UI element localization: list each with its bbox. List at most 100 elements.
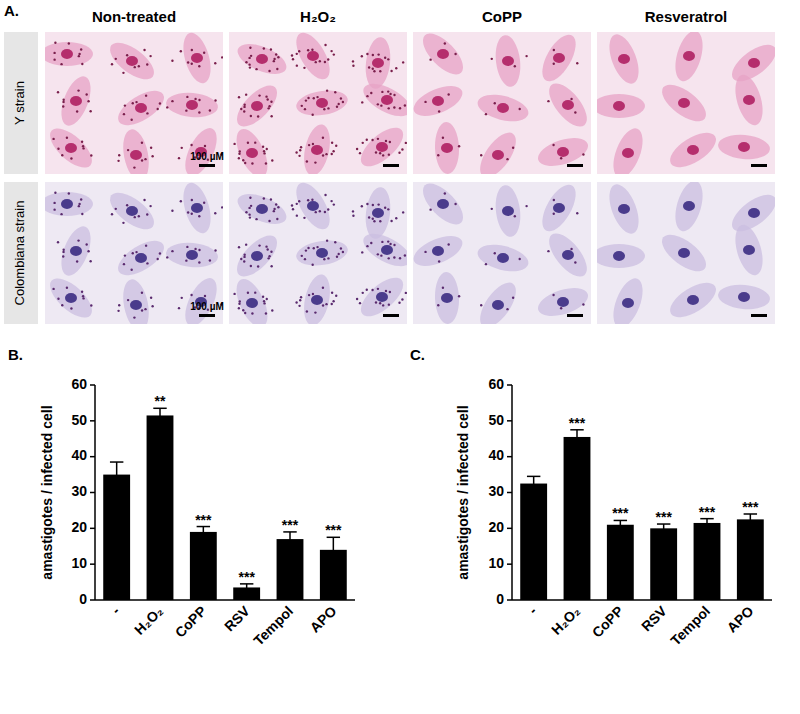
y-tick-label: 0 (496, 591, 504, 607)
x-tick-label: Tempol (667, 603, 713, 649)
y-tick (90, 492, 95, 494)
row-label: Colombiana strain (12, 201, 27, 306)
amastigote (166, 106, 168, 108)
nucleus (432, 96, 444, 106)
amastigote (405, 142, 407, 144)
error-bar (110, 462, 123, 487)
host-cell (416, 182, 469, 231)
amastigote (298, 50, 300, 52)
amastigote (273, 210, 275, 212)
amastigote (198, 99, 200, 101)
host-cell (730, 72, 767, 129)
nucleus (191, 203, 203, 213)
nucleus (687, 295, 699, 305)
amastigote (141, 309, 143, 311)
host-cell (603, 32, 644, 88)
amastigote (62, 105, 64, 107)
amastigote (198, 215, 200, 217)
host-cell (542, 227, 591, 283)
amastigote (251, 312, 253, 314)
amastigote (381, 241, 383, 243)
amastigote (249, 216, 251, 218)
amastigote (221, 206, 223, 208)
nucleus (126, 56, 138, 66)
micrograph (413, 32, 591, 174)
nucleus (70, 96, 82, 106)
x-tick-label: - (108, 603, 123, 618)
amastigote (203, 202, 205, 204)
amastigote (263, 300, 265, 302)
amastigote (299, 299, 301, 301)
error-stem (750, 514, 752, 525)
amastigote (494, 102, 496, 104)
x-tick-label: H₂O₂ (131, 603, 166, 638)
host-cell (290, 32, 337, 85)
amastigote (307, 199, 309, 201)
amastigote (303, 67, 305, 69)
host-cell (670, 182, 707, 234)
x-axis (512, 599, 772, 601)
host-cell (355, 271, 407, 323)
host-cell (416, 32, 469, 81)
amastigote (485, 113, 487, 115)
bar (103, 475, 130, 600)
host-cell (119, 277, 152, 324)
amastigote (204, 145, 206, 147)
amastigote (424, 101, 426, 103)
amastigote (315, 61, 317, 63)
amastigote (395, 217, 397, 219)
amastigote (270, 115, 272, 117)
amastigote (187, 61, 189, 63)
amastigote (296, 203, 298, 205)
amastigote (327, 107, 329, 109)
nucleus (441, 143, 453, 153)
amastigote (393, 244, 395, 246)
host-cell (104, 36, 160, 86)
amastigote (324, 61, 326, 63)
amastigote (337, 103, 339, 105)
host-cell (493, 184, 523, 239)
significance: *** (195, 512, 212, 528)
host-cell (475, 240, 531, 276)
amastigote (277, 56, 279, 58)
amastigote (319, 210, 321, 212)
host-cell (603, 182, 644, 238)
nucleus (743, 245, 755, 255)
amastigote (301, 255, 303, 257)
amastigote (307, 49, 309, 51)
host-cell (230, 124, 274, 174)
amastigote (118, 154, 120, 156)
amastigote (209, 259, 211, 261)
nucleus (307, 201, 319, 211)
amastigote (151, 305, 153, 307)
nucleus (553, 53, 565, 63)
amastigote (553, 199, 555, 201)
amastigote (181, 147, 183, 149)
amastigote (238, 302, 240, 304)
amastigote (326, 239, 328, 241)
host-cell (55, 222, 96, 279)
amastigote (243, 103, 245, 105)
amastigote (444, 42, 446, 44)
amastigote (295, 151, 297, 153)
amastigote (265, 312, 267, 314)
scale-bar (567, 164, 583, 167)
amastigote (267, 257, 269, 259)
amastigote (388, 153, 390, 155)
amastigote (377, 203, 379, 205)
amastigote (62, 248, 64, 250)
bar (737, 519, 764, 600)
amastigote (399, 107, 401, 109)
amastigote (117, 310, 119, 312)
y-tick-label: 30 (488, 483, 504, 499)
amastigote (53, 52, 55, 54)
amastigote (238, 157, 240, 159)
amastigote (388, 303, 390, 305)
nucleus (65, 143, 77, 153)
nucleus (381, 95, 393, 105)
y-tick (90, 528, 95, 530)
error-bar (744, 514, 757, 525)
amastigote (133, 166, 135, 168)
amastigote (77, 89, 79, 91)
amastigote (171, 100, 173, 102)
